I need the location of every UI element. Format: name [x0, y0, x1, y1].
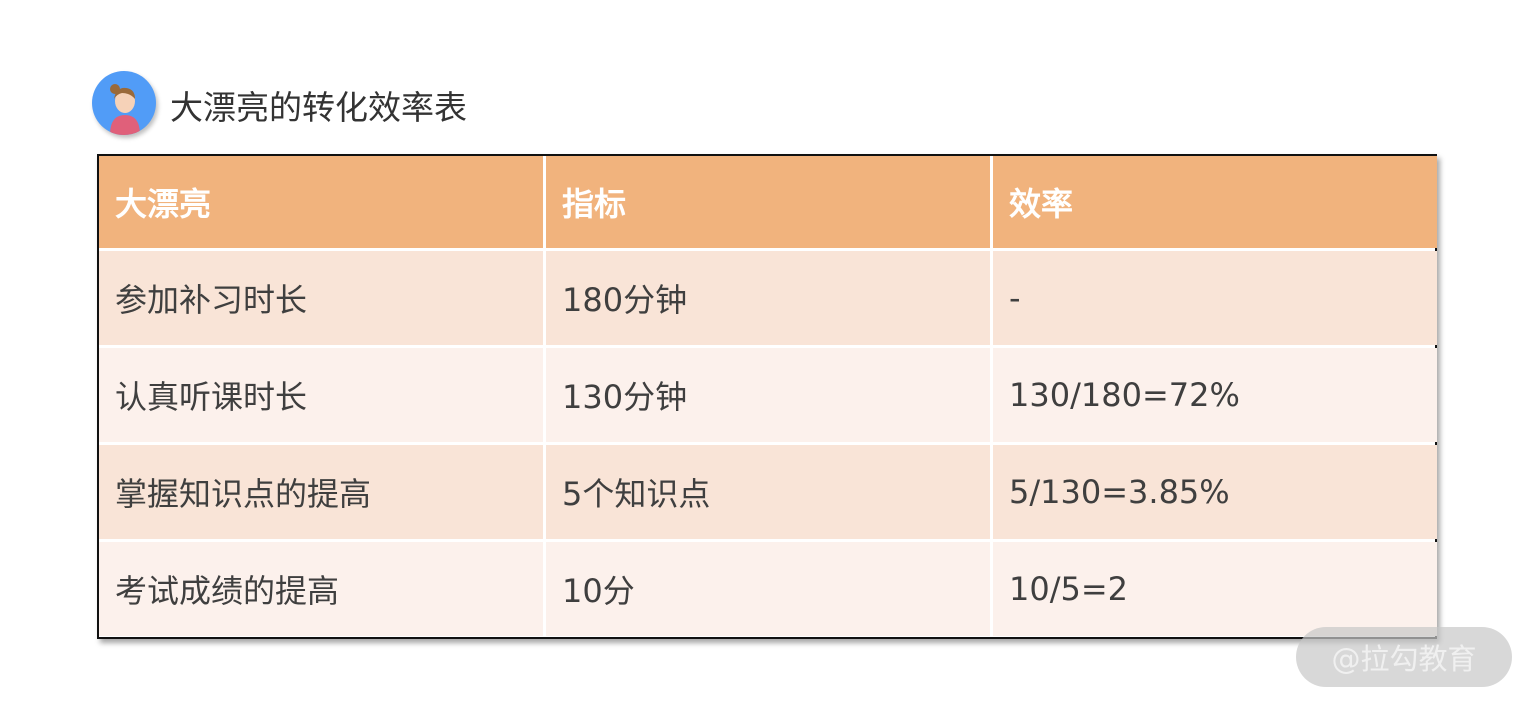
table-cell: 考试成绩的提高	[99, 542, 543, 636]
header-cell: 指标	[546, 156, 990, 248]
header-cell: 大漂亮	[99, 156, 543, 248]
table-cell: 掌握知识点的提高	[99, 445, 543, 539]
table-cell: 认真听课时长	[99, 348, 543, 442]
table-cell: 10分	[546, 542, 990, 636]
table-cell: 130/180=72%	[993, 348, 1437, 442]
girl-avatar-icon	[110, 84, 140, 135]
avatar	[92, 71, 156, 135]
table-cell: 130分钟	[546, 348, 990, 442]
page-title: 大漂亮的转化效率表	[170, 88, 467, 127]
table-cell: 5个知识点	[546, 445, 990, 539]
table-cell: -	[993, 251, 1437, 345]
watermark: @拉勾教育	[1296, 627, 1512, 687]
table-cell: 180分钟	[546, 251, 990, 345]
table-cell: 5/130=3.85%	[993, 445, 1437, 539]
table-cell: 10/5=2	[993, 542, 1437, 636]
efficiency-table: 大漂亮 指标 效率 参加补习时长 180分钟 - 认真听课时长 130分钟 13…	[97, 154, 1437, 639]
table-cell: 参加补习时长	[99, 251, 543, 345]
header-cell: 效率	[993, 156, 1437, 248]
